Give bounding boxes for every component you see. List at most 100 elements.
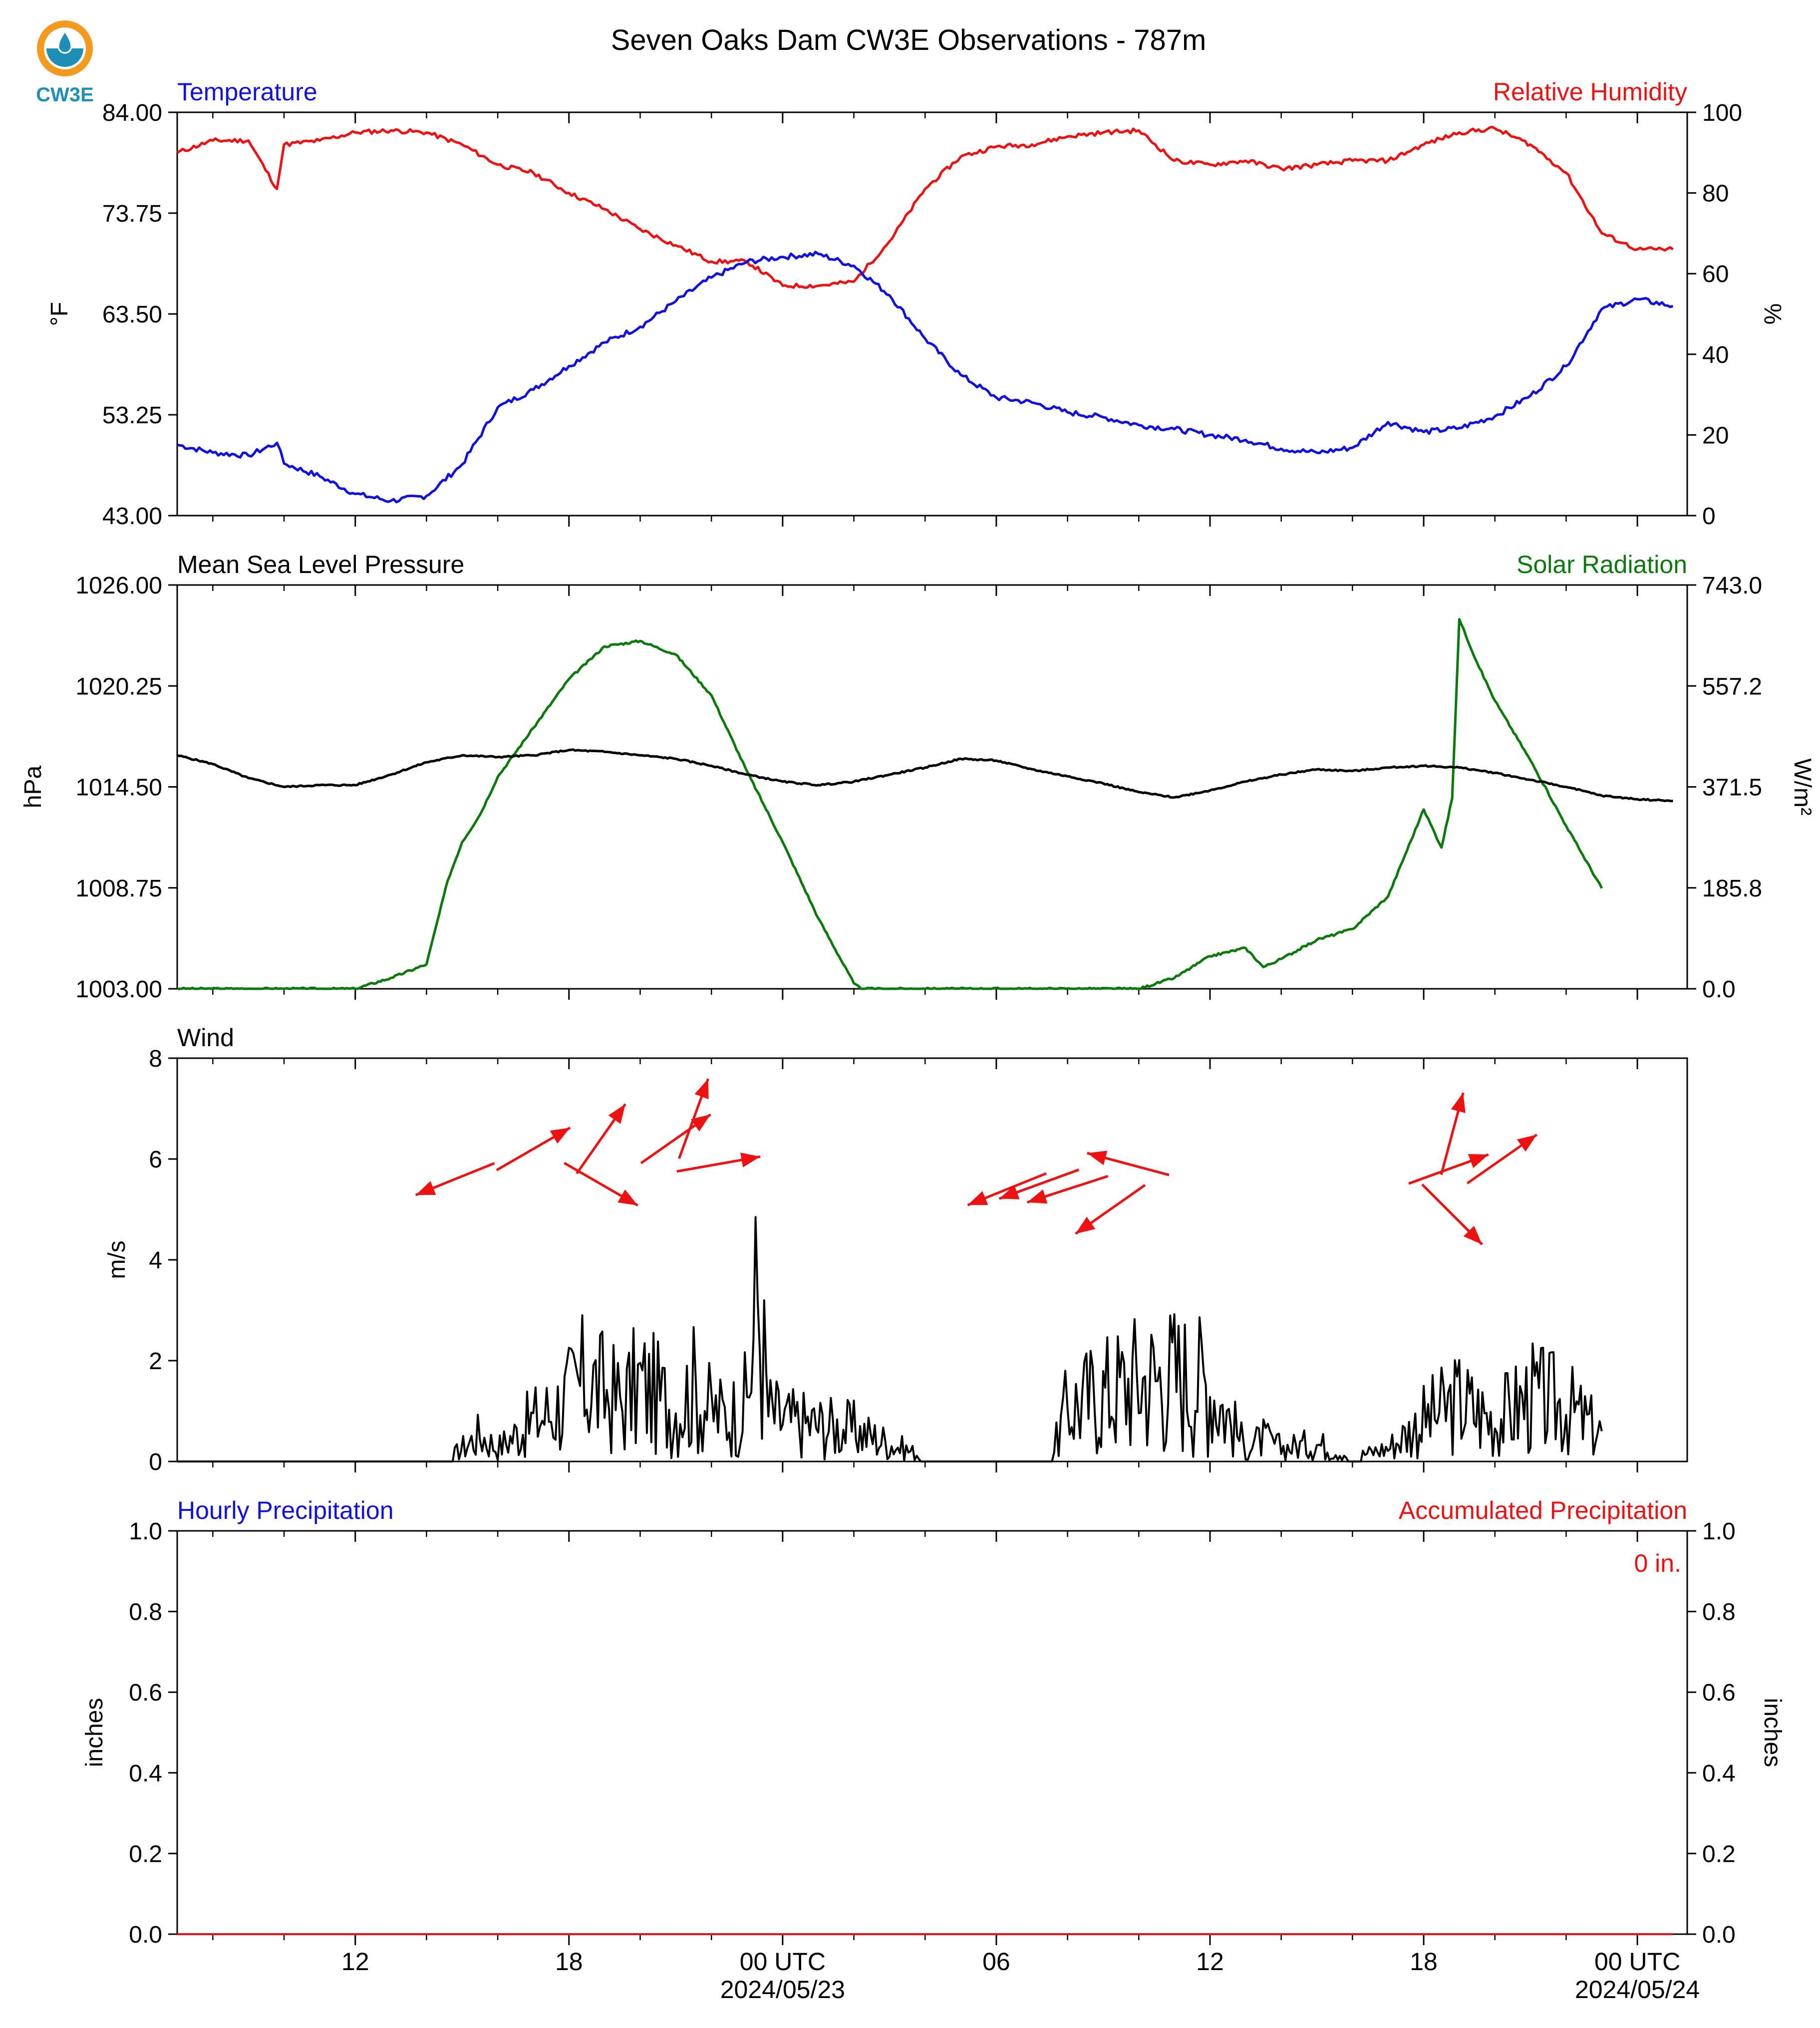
y2-axis-label: % <box>1759 303 1786 325</box>
y-tick-label: 0.2 <box>129 1841 162 1867</box>
y2-tick-label: 0.4 <box>1702 1760 1736 1787</box>
wind-arrow <box>415 1162 495 1196</box>
y-tick-label: 0.4 <box>129 1760 162 1787</box>
accum-precip-annotation: 0 in. <box>1634 1549 1681 1577</box>
chart-panels: Temperature Relative Humidity84.0073.7563… <box>20 78 1816 2004</box>
y-tick-label: 1014.50 <box>75 775 162 801</box>
logo-droplet-icon <box>57 30 72 54</box>
wind-arrow <box>1421 1183 1483 1245</box>
logo-text: CW3E <box>36 84 94 106</box>
y2-tick-label: 0.6 <box>1702 1680 1736 1706</box>
y2-tick-label: 20 <box>1702 422 1729 449</box>
wind-arrow <box>998 1168 1080 1200</box>
solar-radiation-line <box>177 618 1603 990</box>
y2-tick-label: 60 <box>1702 261 1729 288</box>
wind-arrow <box>967 1172 1047 1206</box>
y-tick-label: 53.25 <box>102 402 162 429</box>
wind-arrow <box>640 1113 711 1164</box>
wind-arrow-head <box>1451 1093 1466 1113</box>
panel-left-title: Temperature <box>177 78 317 106</box>
panel-right-title: Accumulated Precipitation <box>1399 1496 1687 1524</box>
x-tick-label: 18 <box>1410 1948 1438 1976</box>
wind-arrow-head <box>1027 1189 1048 1204</box>
panel-precipitation: Hourly Precipitation Accumulated Precipit… <box>81 1496 1786 1948</box>
wind-arrow-head <box>1463 1225 1483 1245</box>
y-tick-label: 4 <box>149 1247 162 1274</box>
panel-frame <box>176 1530 1688 1935</box>
x-date-label: 2024/05/24 <box>1575 1976 1700 2004</box>
wind-arrow-head <box>694 1079 709 1100</box>
panel-right-title: Solar Radiation <box>1517 551 1687 579</box>
y-tick-label: 2 <box>149 1348 162 1375</box>
y-axis-label: °F <box>46 302 73 326</box>
y-tick-label: 1008.75 <box>75 875 162 902</box>
pressure-line <box>177 748 1673 803</box>
y2-tick-label: 0.0 <box>1702 976 1736 1003</box>
panel-wind: Wind 8 6 4 2 0 m/s <box>104 1024 1688 1475</box>
y-tick-label: 84.00 <box>102 100 162 126</box>
y2-tick-label: 0.2 <box>1702 1841 1736 1867</box>
y-tick-label: 6 <box>149 1147 162 1173</box>
y2-tick-label: 557.2 <box>1702 673 1762 700</box>
y2-tick-label: 371.5 <box>1702 775 1762 801</box>
wind-arrow-head <box>967 1191 988 1205</box>
y2-tick-label: 743.0 <box>1702 573 1762 599</box>
y-tick-label: 63.50 <box>102 301 162 328</box>
y2-tick-label: 40 <box>1702 342 1729 368</box>
y-tick-label: 0.0 <box>129 1922 162 1948</box>
temperature-line <box>177 251 1674 504</box>
y2-tick-label: 185.8 <box>1702 875 1762 902</box>
logo-wave-icon <box>46 48 83 67</box>
y2-tick-label: 80 <box>1702 181 1729 207</box>
wind-arrow <box>1466 1134 1538 1184</box>
wind-arrow <box>1087 1151 1170 1176</box>
panel-frame <box>176 111 1688 517</box>
wind-arrow-head <box>617 1189 638 1205</box>
wind-arrow-head <box>1468 1154 1489 1168</box>
panel-pressure-solar: Mean Sea Level Pressure Solar Radiation 10… <box>20 551 1816 1003</box>
cw3e-logo-icon: CW3E <box>36 20 94 106</box>
wind-speed-line <box>177 1216 1603 1462</box>
wind-arrow <box>676 1153 761 1173</box>
x-tick-label: 12 <box>341 1948 369 1976</box>
y2-tick-label: 0.0 <box>1702 1922 1736 1948</box>
x-date-label: 2024/05/23 <box>720 1976 845 2004</box>
wind-arrow <box>678 1078 709 1159</box>
y-tick-label: 1003.00 <box>75 976 162 1003</box>
y-tick-label: 43.00 <box>102 503 162 530</box>
y-tick-label: 0 <box>149 1449 162 1475</box>
wind-arrow-head <box>740 1153 761 1167</box>
x-tick-label: 12 <box>1196 1948 1224 1976</box>
x-tick-label: 00 UTC <box>1594 1948 1680 1976</box>
y-tick-label: 0.6 <box>129 1680 162 1706</box>
wind-arrow <box>1408 1153 1489 1185</box>
panel-frame <box>176 584 1688 990</box>
y-tick-label: 1026.00 <box>75 573 162 599</box>
cw3e-logo: CW3E <box>27 17 102 107</box>
panel-left-title: Hourly Precipitation <box>177 1496 394 1524</box>
y2-tick-label: 100 <box>1702 100 1742 126</box>
chart-title: Seven Oaks Dam CW3E Observations - 787m <box>611 24 1207 56</box>
wind-arrow <box>1075 1184 1146 1235</box>
panel-left-title: Wind <box>177 1024 234 1052</box>
y-axis-label: inches <box>81 1698 108 1767</box>
panel-temperature-humidity: Temperature Relative Humidity 84.00 73.75 63… <box>46 78 1786 530</box>
y-tick-label: 1.0 <box>129 1518 162 1545</box>
y-tick-label: 73.75 <box>102 201 162 227</box>
wind-arrow <box>576 1103 626 1174</box>
wind-arrow <box>1440 1092 1466 1175</box>
wind-arrow <box>564 1161 638 1207</box>
x-tick-label: 06 <box>982 1948 1010 1976</box>
wind-arrow-head <box>550 1128 571 1144</box>
y2-tick-label: 0 <box>1702 503 1716 530</box>
wind-arrow-head <box>999 1185 1020 1199</box>
wind-arrow <box>1026 1174 1109 1204</box>
y-tick-label: 8 <box>149 1046 162 1072</box>
humidity-line <box>176 125 1674 289</box>
y-axis-label: m/s <box>104 1240 130 1279</box>
y2-tick-label: 0.8 <box>1702 1599 1736 1626</box>
wind-arrow-head <box>1087 1151 1108 1165</box>
wind-arrow-head <box>1517 1135 1537 1152</box>
x-tick-label: 00 UTC <box>740 1948 826 1976</box>
